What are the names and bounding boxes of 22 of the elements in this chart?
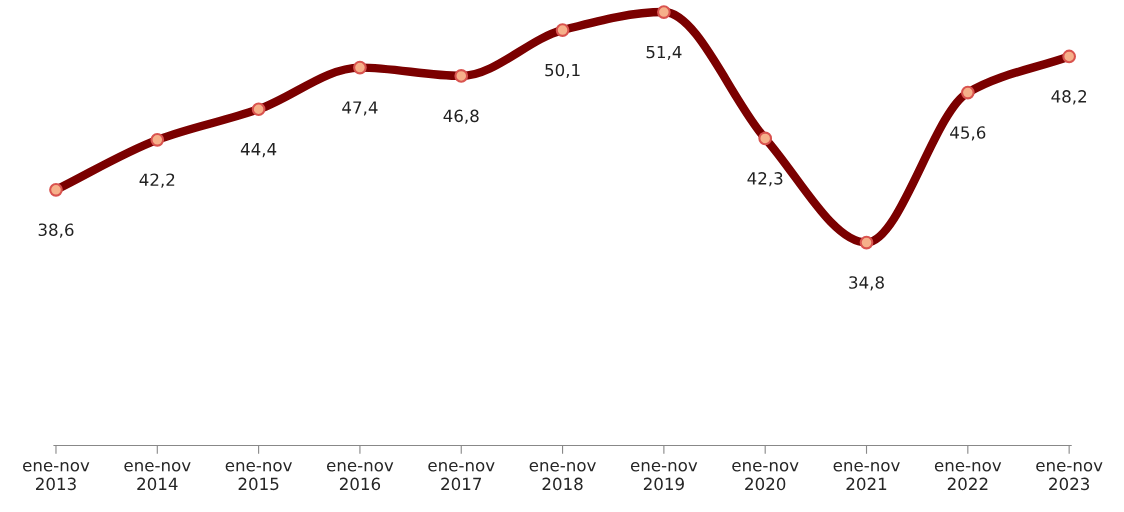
data-label: 42,3 <box>747 172 783 187</box>
data-label: 42,2 <box>139 173 175 188</box>
data-label: 47,4 <box>342 101 378 116</box>
data-label: 34,8 <box>849 276 884 291</box>
x-tick-label: ene-nov 2021 <box>833 461 900 491</box>
data-label: 50,1 <box>545 63 580 79</box>
data-label: 45,6 <box>950 126 986 141</box>
x-tick-label: ene-nov 2022 <box>934 461 1002 491</box>
data-label: 46,8 <box>443 109 479 124</box>
data-label: 38,6 <box>38 223 74 238</box>
data-label: 51,4 <box>646 45 682 60</box>
x-tick-label: ene-nov 2016 <box>326 461 394 491</box>
data-label: 48,2 <box>1051 90 1087 105</box>
x-tick-label: ene-nov 2013 <box>23 461 90 491</box>
x-tick-label: ene-nov 2015 <box>225 461 292 491</box>
x-tick-label: ene-nov 2014 <box>124 461 191 491</box>
x-tick-label: ene-nov 2018 <box>529 461 596 491</box>
x-tick-label: ene-nov 2019 <box>630 461 698 491</box>
data-label: 44,4 <box>240 143 277 158</box>
x-tick-label: ene-nov 2023 <box>1036 461 1103 491</box>
x-tick-label: ene-nov 2020 <box>732 461 799 491</box>
x-tick-label: ene-nov 2017 <box>428 461 495 491</box>
